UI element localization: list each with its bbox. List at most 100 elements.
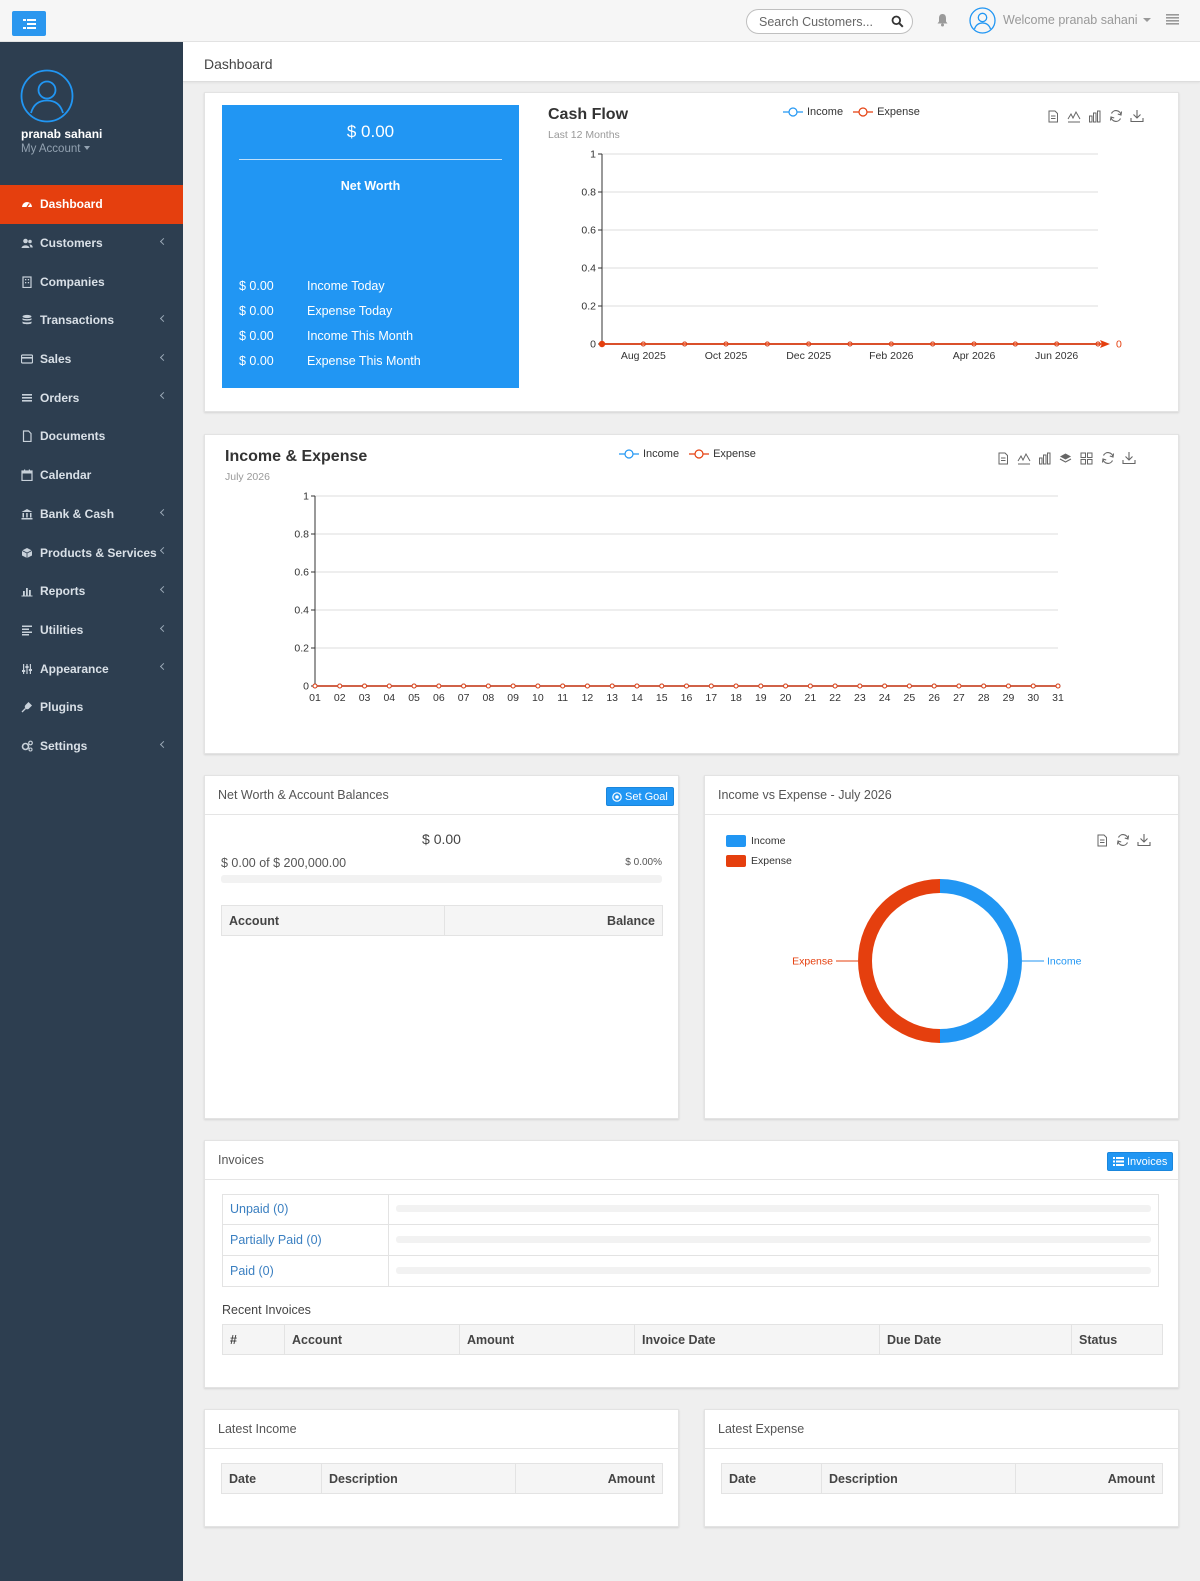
- x-tick-label: 05: [408, 692, 420, 704]
- my-account-dropdown[interactable]: My Account: [21, 143, 91, 155]
- legend-label: Expense: [877, 106, 920, 118]
- bar-chart-icon[interactable]: [1034, 450, 1055, 466]
- search-input[interactable]: [759, 14, 887, 30]
- x-tick-label: 23: [854, 692, 866, 704]
- income-expense-panel: Income & Expense July 2026 Income Expens…: [204, 434, 1179, 754]
- data-view-icon[interactable]: [992, 450, 1013, 466]
- data-view-icon[interactable]: [1042, 108, 1063, 124]
- y-tick-label: 0.4: [581, 263, 596, 275]
- caret-down-icon[interactable]: [1143, 18, 1151, 22]
- legend-item-expense[interactable]: Expense: [726, 851, 792, 871]
- tiled-icon[interactable]: [1076, 450, 1097, 466]
- user-avatar-icon[interactable]: [969, 7, 996, 34]
- search-icon[interactable]: [891, 15, 904, 28]
- sidebar-item-appearance[interactable]: Appearance: [0, 649, 183, 688]
- set-goal-button[interactable]: Set Goal: [606, 787, 674, 806]
- refresh-icon[interactable]: [1105, 108, 1126, 124]
- credit-card-icon: [21, 353, 33, 365]
- legend-item-expense[interactable]: Expense: [853, 106, 920, 118]
- legend-line-icon: [853, 107, 874, 117]
- x-tick-label: 27: [953, 692, 965, 704]
- sidebar-item-settings[interactable]: Settings: [0, 727, 183, 766]
- column-date: Date: [721, 1463, 822, 1494]
- latest-expense-table: Date Description Amount: [721, 1463, 1163, 1494]
- sidebar-item-label: Companies: [40, 274, 105, 289]
- x-tick-label: 16: [681, 692, 693, 704]
- refresh-icon[interactable]: [1097, 450, 1118, 466]
- stack-icon[interactable]: [1055, 450, 1076, 466]
- sidebar-item-label: Documents: [40, 429, 106, 444]
- legend-item-income[interactable]: Income: [619, 448, 679, 460]
- data-point-expense: [609, 683, 615, 689]
- sidebar-item-companies[interactable]: Companies: [0, 262, 183, 301]
- line-chart-icon[interactable]: [1013, 450, 1034, 466]
- legend-item-income[interactable]: Income: [726, 831, 792, 851]
- invoices-button[interactable]: Invoices: [1107, 1152, 1174, 1171]
- download-icon[interactable]: [1133, 832, 1154, 848]
- page-header: Dashboard: [183, 42, 1200, 82]
- data-point-expense: [931, 683, 937, 689]
- legend-item-expense[interactable]: Expense: [689, 448, 756, 460]
- list-icon[interactable]: [1166, 14, 1179, 25]
- pie-legend: Income Expense: [726, 831, 792, 871]
- chevron-left-icon: [159, 547, 168, 555]
- partially-paid-progress-bar: [396, 1236, 1151, 1243]
- sidebar-item-reports[interactable]: Reports: [0, 572, 183, 611]
- download-icon[interactable]: [1118, 450, 1139, 466]
- sidebar-item-orders[interactable]: Orders: [0, 378, 183, 417]
- x-tick-label: 18: [730, 692, 742, 704]
- menu-toggle-button[interactable]: [12, 11, 46, 36]
- x-tick-label: 08: [483, 692, 495, 704]
- sidebar-item-plugins[interactable]: Plugins: [0, 688, 183, 727]
- sidebar-item-sales[interactable]: Sales: [0, 340, 183, 379]
- legend-swatch: [726, 835, 746, 847]
- invoice-status-unpaid: Unpaid (0): [222, 1194, 1159, 1225]
- chevron-left-icon: [159, 740, 168, 748]
- cube-icon: [21, 547, 33, 559]
- data-point-expense: [510, 683, 516, 689]
- latest-income-table: Date Description Amount: [221, 1463, 663, 1494]
- expense-month-label: Expense This Month: [307, 354, 421, 368]
- profile-avatar-icon[interactable]: [20, 69, 74, 123]
- welcome-user-menu[interactable]: Welcome pranab sahani: [1003, 13, 1138, 27]
- sidebar-item-transactions[interactable]: Transactions: [0, 301, 183, 340]
- sidebar-item-bank-cash[interactable]: Bank & Cash: [0, 495, 183, 534]
- data-point-expense: [411, 683, 417, 689]
- column-amount: Amount: [515, 1463, 663, 1494]
- column-number: #: [222, 1324, 285, 1355]
- sidebar-item-documents[interactable]: Documents: [0, 417, 183, 456]
- divider: [388, 1194, 389, 1224]
- data-view-icon[interactable]: [1091, 832, 1112, 848]
- sidebar-item-customers[interactable]: Customers: [0, 224, 183, 263]
- unpaid-link[interactable]: Unpaid (0): [230, 1202, 289, 1216]
- x-tick-label: 03: [359, 692, 371, 704]
- sidebar-item-label: Orders: [40, 390, 80, 405]
- expense-month-value: $ 0.00: [239, 354, 274, 368]
- data-point-expense: [758, 683, 764, 689]
- legend-line-icon: [619, 449, 639, 459]
- list-icon: [21, 392, 33, 404]
- line-chart-icon[interactable]: [1063, 108, 1084, 124]
- sidebar-item-dashboard[interactable]: Dashboard: [0, 185, 183, 224]
- chevron-left-icon: [159, 392, 168, 400]
- expense-month-row: $ 0.00 Expense This Month: [239, 354, 421, 368]
- legend-item-income[interactable]: Income: [783, 106, 843, 118]
- sidebar-item-calendar[interactable]: Calendar: [0, 456, 183, 495]
- legend-line-icon: [689, 449, 710, 459]
- partially-paid-link[interactable]: Partially Paid (0): [230, 1233, 322, 1247]
- download-icon[interactable]: [1126, 108, 1147, 124]
- paid-link[interactable]: Paid (0): [230, 1264, 274, 1278]
- data-point-expense: [708, 683, 714, 689]
- y-tick-label: 0.4: [294, 605, 309, 617]
- x-tick-label: 28: [978, 692, 990, 704]
- sidebar-item-products-services[interactable]: Products & Services: [0, 533, 183, 572]
- sidebar-item-label: Calendar: [40, 468, 92, 483]
- bell-icon[interactable]: [936, 13, 949, 27]
- calendar-icon: [21, 469, 33, 482]
- column-date: Date: [221, 1463, 322, 1494]
- sidebar-item-utilities[interactable]: Utilities: [0, 611, 183, 650]
- data-point-expense: [386, 683, 392, 689]
- set-goal-label: Set Goal: [625, 790, 668, 803]
- bar-chart-icon[interactable]: [1084, 108, 1105, 124]
- refresh-icon[interactable]: [1112, 832, 1133, 848]
